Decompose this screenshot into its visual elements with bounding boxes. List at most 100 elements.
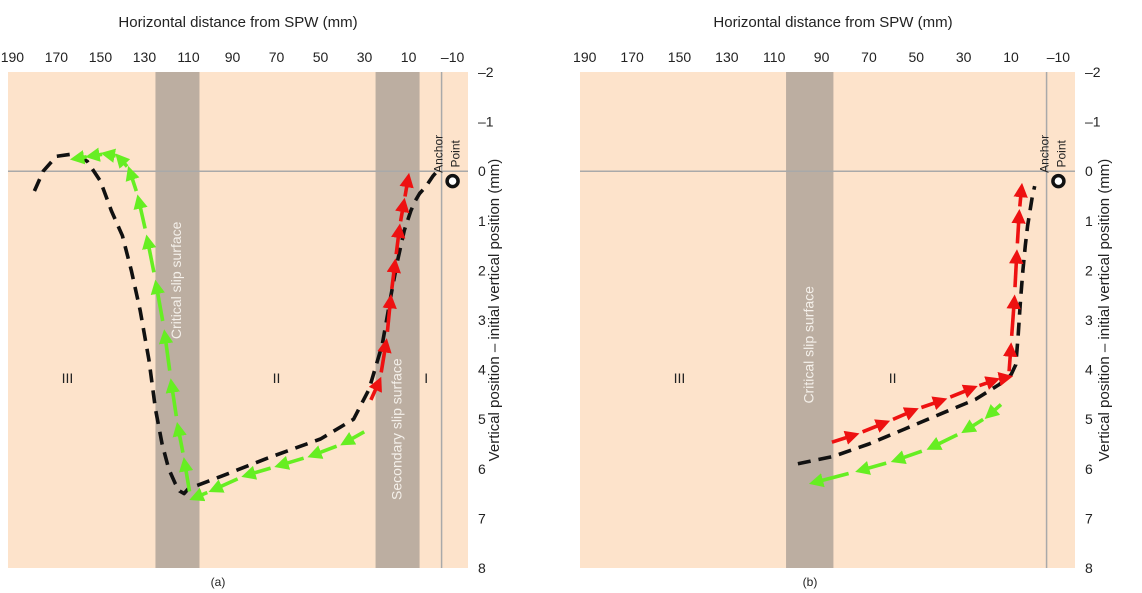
x-tick-label: 70 xyxy=(269,49,285,65)
x-axis-title: Horizontal distance from SPW (mm) xyxy=(713,14,952,31)
y-tick-label: 5 xyxy=(478,411,486,427)
outbound-arrow xyxy=(386,258,401,290)
return-arrow xyxy=(808,471,850,488)
outbound-arrow xyxy=(1011,209,1026,244)
y-tick-label: 2 xyxy=(1085,262,1093,278)
panel-caption: (b) xyxy=(803,575,818,589)
return-arrow xyxy=(85,147,103,162)
outbound-arrow xyxy=(1002,342,1018,372)
y-tick-label: 7 xyxy=(478,510,486,526)
outbound-arrow xyxy=(978,376,1001,390)
y-tick-label: –1 xyxy=(478,114,494,130)
return-arrow xyxy=(179,457,194,492)
outbound-arrow xyxy=(368,376,382,401)
return-arrow xyxy=(150,279,165,322)
y-tick-label: 6 xyxy=(478,461,486,477)
region-label: I xyxy=(424,370,428,386)
y-tick-label: 8 xyxy=(1085,560,1093,576)
y-tick-label: 4 xyxy=(478,362,486,378)
y-tick-label: 1 xyxy=(1085,213,1093,229)
x-tick-label: 50 xyxy=(313,49,329,65)
outbound-arrow xyxy=(399,172,414,197)
anchor-point-marker xyxy=(445,173,460,189)
outbound-arrow xyxy=(861,419,891,434)
x-tick-label: 70 xyxy=(861,49,877,65)
y-tick-label: 3 xyxy=(478,312,486,328)
x-tick-label: 130 xyxy=(133,49,157,65)
outbound-arrow xyxy=(997,372,1014,387)
y-axis-title: Vertical position – initial vertical pos… xyxy=(486,159,503,462)
x-tick-label: –10 xyxy=(441,49,465,65)
y-tick-label: 1 xyxy=(478,213,486,229)
x-axis-title: Horizontal distance from SPW (mm) xyxy=(118,14,357,31)
x-tick-label: 190 xyxy=(573,49,597,65)
y-tick-label: –1 xyxy=(1085,114,1101,130)
x-tick-label: 150 xyxy=(668,49,692,65)
outbound-arrow xyxy=(920,396,948,411)
x-tick-label: –10 xyxy=(1047,49,1071,65)
anchor-label: Anchor xyxy=(1037,135,1051,173)
point-label: Point xyxy=(449,140,463,168)
anchor-label: Anchor xyxy=(432,135,446,173)
displacement-path-line xyxy=(797,185,1037,466)
point-label: Point xyxy=(1054,140,1068,168)
chart-panel-a: Critical slip surface Secondary slip surf… xyxy=(1,14,503,589)
y-tick-label: –2 xyxy=(1085,64,1101,80)
x-tick-label: 30 xyxy=(357,49,373,65)
x-tick-label: 90 xyxy=(225,49,241,65)
x-tick-label: 30 xyxy=(956,49,972,65)
region-label: III xyxy=(674,370,686,386)
return-arrow xyxy=(142,234,157,273)
return-arrow xyxy=(855,461,887,475)
slip-surface-band xyxy=(375,72,420,568)
outbound-arrow xyxy=(382,293,397,332)
x-tick-label: 110 xyxy=(177,49,200,65)
x-tick-label: 130 xyxy=(715,49,739,65)
region-label: III xyxy=(62,370,74,386)
return-arrow xyxy=(133,194,148,229)
return-arrow xyxy=(100,148,117,163)
y-tick-label: 2 xyxy=(478,262,486,278)
return-arrow xyxy=(172,421,187,453)
y-axis-title: Vertical position – initial vertical pos… xyxy=(1096,159,1113,462)
return-arrow xyxy=(189,487,208,502)
outbound-arrow xyxy=(892,407,919,422)
outbound-arrow xyxy=(1006,294,1021,337)
x-tick-label: 50 xyxy=(909,49,925,65)
y-tick-label: 0 xyxy=(478,163,486,179)
outbound-arrow xyxy=(831,430,860,445)
return-arrow xyxy=(274,455,305,470)
return-arrow xyxy=(69,150,87,165)
displacement-path-line xyxy=(32,152,439,496)
y-tick-label: 6 xyxy=(1085,461,1093,477)
return-arrow xyxy=(208,477,239,493)
x-tick-label: 170 xyxy=(45,49,69,65)
outbound-arrow xyxy=(391,223,406,255)
return-arrow xyxy=(984,403,1003,420)
outbound-arrow xyxy=(395,197,410,222)
outbound-arrow xyxy=(1009,249,1024,288)
return-arrow xyxy=(890,449,923,465)
x-tick-label: 10 xyxy=(1003,49,1019,65)
panel-caption: (a) xyxy=(211,575,226,589)
y-tick-label: 3 xyxy=(1085,312,1093,328)
slip-surface-label: Secondary slip surface xyxy=(388,358,404,500)
y-tick-label: 7 xyxy=(1085,510,1093,526)
region-label: II xyxy=(273,370,281,386)
x-tick-label: 110 xyxy=(763,49,786,65)
y-tick-label: 0 xyxy=(1085,163,1093,179)
return-arrow xyxy=(926,433,959,450)
outbound-arrow xyxy=(377,338,392,373)
x-tick-label: 170 xyxy=(620,49,644,65)
y-tick-label: 5 xyxy=(1085,411,1093,427)
y-tick-label: 4 xyxy=(1085,362,1093,378)
region-label: II xyxy=(889,370,897,386)
y-tick-label: –2 xyxy=(478,64,494,80)
return-arrow xyxy=(961,417,985,434)
x-tick-label: 90 xyxy=(814,49,830,65)
return-arrow xyxy=(241,465,272,480)
outbound-arrow xyxy=(1013,182,1028,207)
x-tick-label: 150 xyxy=(89,49,113,65)
